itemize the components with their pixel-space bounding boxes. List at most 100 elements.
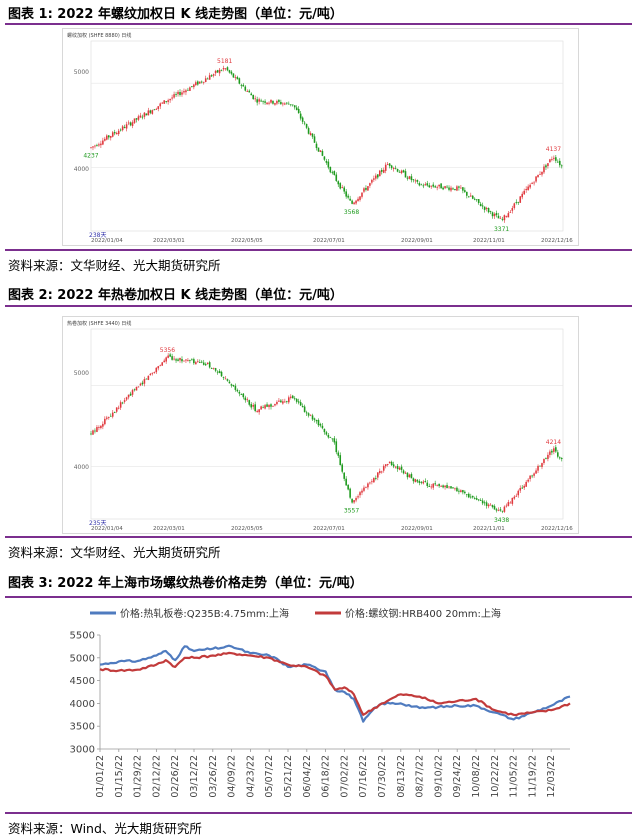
k1-candle-body bbox=[513, 203, 516, 208]
k2-candle-body bbox=[442, 485, 444, 488]
k2-candle-body bbox=[119, 402, 122, 408]
figure-2-kline-chart: 5356 3557 3438 4214 热卷加权 (SHFE 3440) 日线 500… bbox=[67, 320, 573, 532]
k2-candle-body bbox=[200, 361, 203, 363]
k1-candle-body bbox=[197, 81, 199, 85]
k1-candle-body bbox=[297, 108, 300, 114]
k1-candle-body bbox=[373, 178, 375, 180]
k2-candle-body bbox=[545, 458, 547, 459]
k1-candle-body bbox=[519, 196, 522, 203]
k1-candle-body bbox=[212, 74, 215, 76]
k1-candle-body bbox=[303, 122, 306, 124]
k2-candle-body bbox=[460, 490, 462, 493]
figure-1-bottom-rule bbox=[5, 249, 632, 251]
k2-candle-body bbox=[483, 502, 486, 504]
c3-x-tick-label: 08/27/22 bbox=[415, 755, 426, 798]
k1-candle-body bbox=[131, 122, 134, 126]
k1-candle-body bbox=[426, 183, 429, 186]
k2-candle-body bbox=[430, 486, 433, 488]
k2-candle-body bbox=[400, 466, 403, 470]
k2-candle-body bbox=[311, 415, 314, 420]
k2-candle-body bbox=[189, 360, 191, 361]
k2-candle-body bbox=[440, 485, 442, 487]
k2-candle-body bbox=[406, 472, 409, 478]
k1-candle-body bbox=[446, 186, 448, 188]
k2-candle-body bbox=[355, 498, 357, 501]
c3-x-tick-label: 07/02/22 bbox=[339, 755, 350, 798]
k1-candle-body bbox=[155, 108, 158, 110]
k1-candle-body bbox=[430, 185, 433, 187]
k2-candle-body bbox=[115, 407, 118, 412]
k1-candle-body bbox=[202, 81, 205, 83]
k1-candle-body bbox=[325, 160, 328, 163]
k1-candle-body bbox=[432, 184, 434, 187]
k1-candle-body bbox=[127, 122, 130, 124]
k1-candle-body bbox=[195, 82, 197, 86]
k1-candle-body bbox=[489, 211, 492, 213]
k2-candle-body bbox=[191, 359, 193, 361]
c3-y-tick-label: 5000 bbox=[70, 653, 95, 664]
k2-candle-body bbox=[378, 471, 381, 474]
k1-candle-body bbox=[106, 135, 108, 140]
k2-candle-body bbox=[531, 475, 533, 477]
k1-candle-body bbox=[187, 89, 189, 91]
k2-candle-body bbox=[555, 447, 557, 452]
k1-candle-body bbox=[537, 174, 539, 178]
k1-candle-body bbox=[200, 81, 203, 83]
k1-candle-body bbox=[438, 184, 440, 187]
k2-candle-body bbox=[206, 362, 209, 365]
k2-candle-body bbox=[485, 502, 488, 506]
k2-candle-body bbox=[351, 498, 353, 503]
k1-candle-body bbox=[177, 91, 179, 95]
k2-candle-body bbox=[466, 494, 468, 496]
k1-candle-body bbox=[557, 161, 559, 163]
k2-x-tick: 2022/09/01 bbox=[401, 526, 433, 532]
k2-candle-body bbox=[371, 481, 373, 483]
k1-candle-body bbox=[460, 187, 462, 189]
k1-candle-body bbox=[204, 78, 207, 83]
k1-candle-body bbox=[108, 135, 110, 138]
k1-x-tick: 2022/07/01 bbox=[313, 238, 345, 244]
k2-candle-body bbox=[214, 368, 217, 371]
k1-candle-body bbox=[254, 98, 256, 100]
k2-candle-body bbox=[106, 417, 108, 419]
k1-candle-body bbox=[167, 100, 169, 102]
k2-candle-body bbox=[489, 504, 492, 506]
k1-candle-body bbox=[270, 99, 272, 103]
k2-candle-body bbox=[202, 362, 205, 365]
k1-candle-body bbox=[117, 130, 120, 135]
k2-candle-body bbox=[262, 407, 264, 409]
k2-candle-body bbox=[125, 397, 128, 400]
k1-candle-body bbox=[382, 169, 385, 173]
c3-y-tick-label: 3500 bbox=[70, 722, 95, 733]
k1-candle-body bbox=[248, 90, 251, 93]
k2-candle-body bbox=[94, 430, 96, 432]
k2-candle-body bbox=[167, 355, 169, 358]
k2-candle-body bbox=[187, 360, 189, 361]
k2-candle-body bbox=[109, 415, 112, 417]
k2-candle-body bbox=[299, 402, 302, 406]
k1-candle-body bbox=[371, 179, 373, 183]
k2-candle-body bbox=[113, 412, 116, 414]
k1-candle-body bbox=[258, 99, 260, 102]
k2-candle-body bbox=[226, 379, 229, 381]
k2-candle-body bbox=[242, 393, 245, 398]
k2-candle-body bbox=[560, 458, 563, 459]
k2-candle-body bbox=[468, 493, 470, 498]
k2-extreme-label: 3557 bbox=[344, 507, 359, 514]
k2-candle-body bbox=[163, 360, 165, 363]
k2-candle-body bbox=[185, 359, 187, 361]
k1-candle-body bbox=[289, 104, 292, 106]
k1-candle-body bbox=[400, 170, 403, 174]
k1-candle-body bbox=[363, 188, 365, 192]
figure-2-title: 图表 2: 2022 年热卷加权日 K 线走势图（单位：元/吨） bbox=[8, 288, 343, 303]
k2-candle-body bbox=[392, 464, 395, 467]
k2-candle-body bbox=[108, 417, 110, 418]
k2-candle-body bbox=[329, 437, 332, 438]
k1-gridlines bbox=[90, 40, 564, 232]
k1-x-tick: 2022/11/01 bbox=[473, 238, 505, 244]
k1-candle-body bbox=[369, 183, 371, 186]
k1-candle-body bbox=[299, 113, 302, 119]
k2-candle-body bbox=[153, 371, 156, 373]
k1-candle-body bbox=[331, 172, 334, 174]
